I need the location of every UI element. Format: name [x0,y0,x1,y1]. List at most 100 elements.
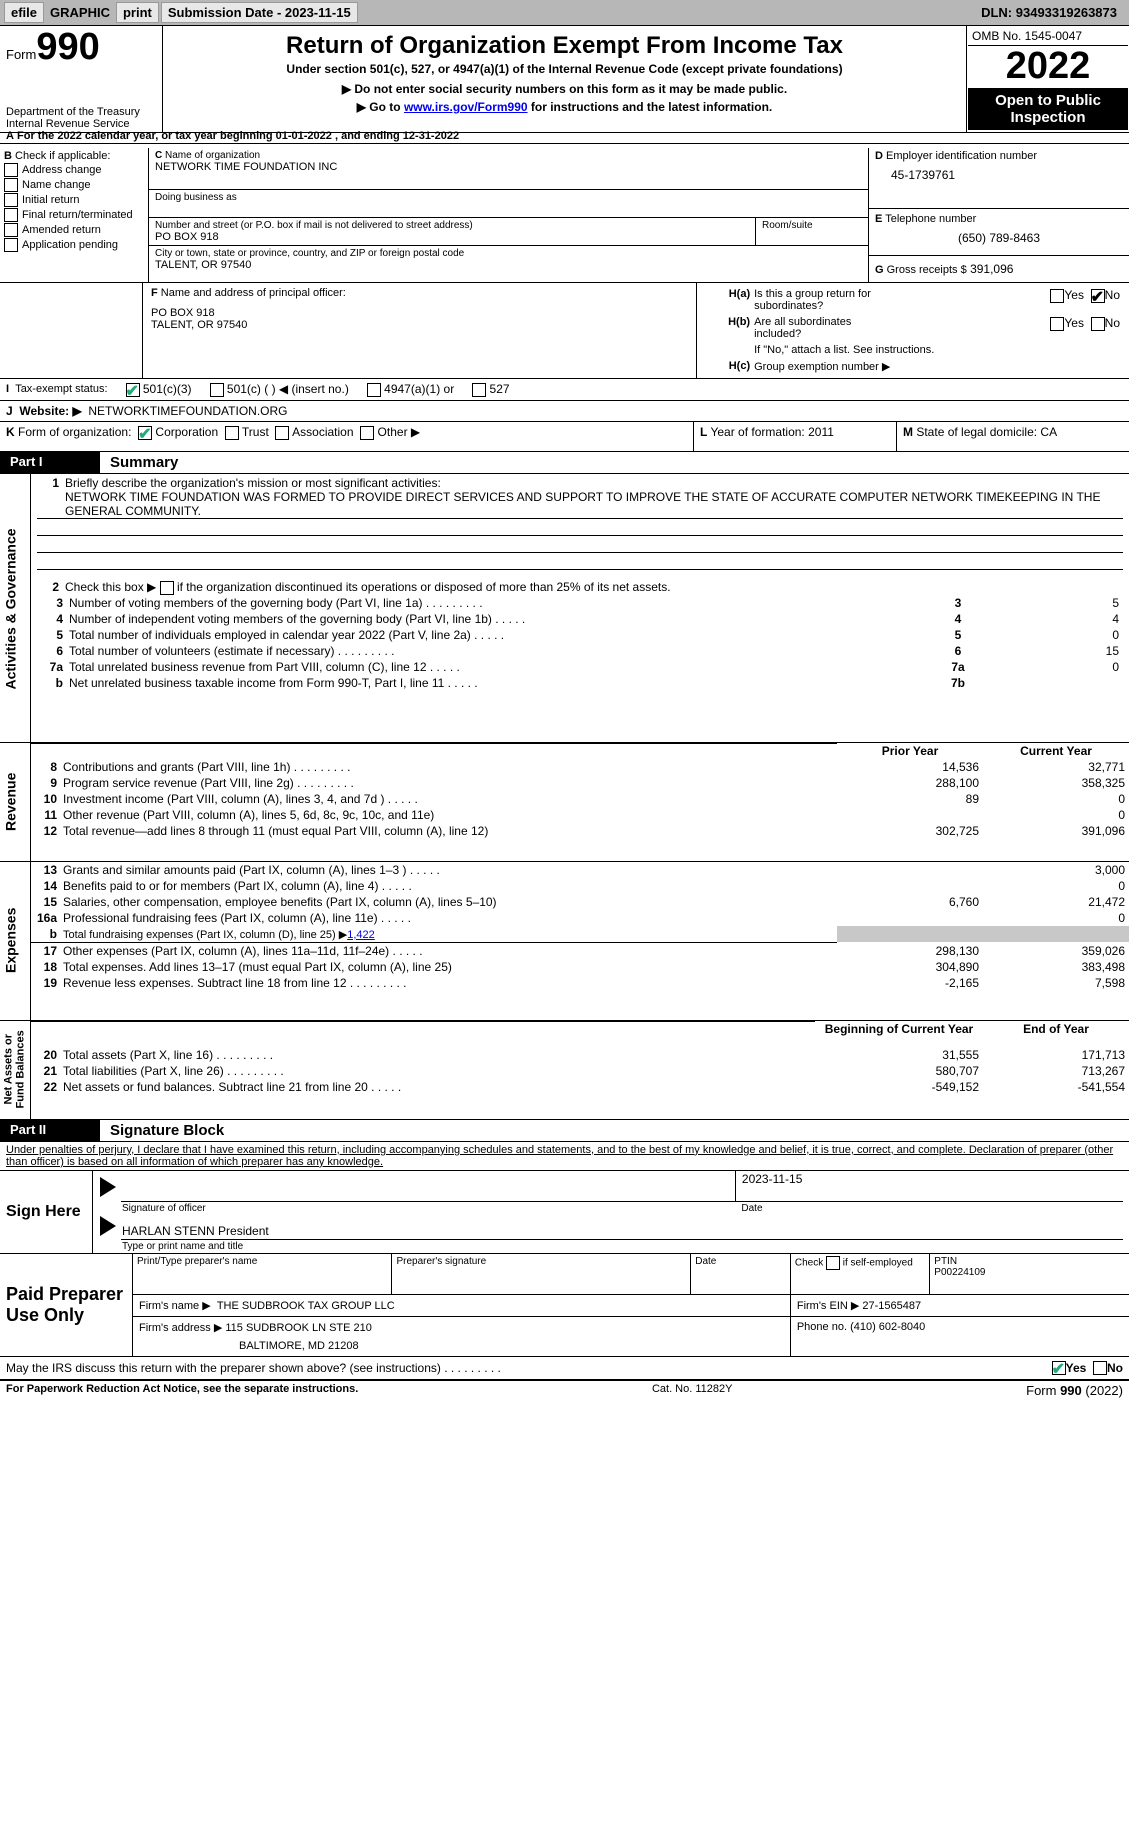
value-5: 0 [977,627,1123,643]
form-number-block: Form990 [6,28,156,66]
firm-phone: (410) 602-8040 [850,1321,925,1333]
hc-label: Group exemption number ▶ [753,359,1121,374]
sig-date-value: 2023-11-15 [742,1172,803,1186]
current-11: 0 [983,807,1129,823]
value-6: 15 [977,643,1123,659]
ein-value: 45-1739761 [875,162,1123,182]
cb-trust[interactable] [225,426,239,440]
dba-label: Doing business as [155,192,862,203]
officer-type-label: Type or print name and title [121,1240,1123,1254]
cb-501c3[interactable] [126,383,140,397]
form990-link[interactable]: www.irs.gov/Form990 [404,100,528,114]
toolbar: efile GRAPHIC print Submission Date - 20… [0,0,1129,26]
prior-16a [837,910,983,926]
prep-sig-label: Preparer's signature [392,1254,691,1295]
firm-ein: 27-1565487 [862,1300,921,1312]
part2-bar: Part II [0,1120,100,1141]
cb-amended[interactable] [4,223,18,237]
cb-self-employed[interactable] [826,1256,840,1270]
cb-hb-no[interactable] [1091,317,1105,331]
cb-name-change[interactable] [4,178,18,192]
cb-initial-return[interactable] [4,193,18,207]
cb-corporation[interactable] [138,426,152,440]
current-16a: 0 [983,910,1129,926]
cb-association[interactable] [275,426,289,440]
cb-application-pending[interactable] [4,238,18,252]
may-irs-text: May the IRS discuss this return with the… [6,1361,501,1375]
room-label: Room/suite [762,220,862,231]
officer-addr-1: PO BOX 918 [151,307,688,319]
street-value: PO BOX 918 [155,231,749,243]
cb-ha-no[interactable] [1091,289,1105,303]
prior-12: 302,725 [837,823,983,839]
state-domicile: CA [1040,425,1057,439]
cb-final-return[interactable] [4,208,18,222]
section-b: B Check if applicable: Address change Na… [0,148,149,282]
part1-bar: Part I [0,452,100,473]
form-title: Return of Organization Exempt From Incom… [167,32,962,60]
prior-15: 6,760 [837,894,983,910]
prior-18: 304,890 [837,959,983,975]
prep-date-label: Date [691,1254,791,1295]
prep-name-label: Print/Type preparer's name [133,1254,392,1295]
website-value: NETWORKTIMEFOUNDATION.ORG [88,404,287,418]
current-10: 0 [983,791,1129,807]
part1-title: Summary [100,452,188,473]
cb-527[interactable] [472,383,486,397]
prior-14 [837,878,983,894]
current-19: 7,598 [983,975,1129,991]
year-formation: 2011 [808,425,834,439]
prior-9: 288,100 [837,775,983,791]
gross-receipts-value: 391,096 [970,262,1013,276]
current-18: 383,498 [983,959,1129,975]
current-12: 391,096 [983,823,1129,839]
arrow-icon [100,1177,116,1197]
tax-year: 2022 [1006,45,1091,87]
prior-16b-gray [837,926,983,943]
current-14: 0 [983,878,1129,894]
dln-label: DLN: 93493319263873 [981,5,1125,20]
col-end-year: End of Year [983,1021,1129,1037]
cb-4947a1[interactable] [367,383,381,397]
sign-here-label: Sign Here [6,1203,86,1221]
open-public-label: Open to Public Inspection [968,88,1128,130]
form-subtitle-3: ▶ Go to www.irs.gov/Form990 for instruct… [167,100,962,114]
end-22: -541,554 [983,1079,1129,1095]
line-a: A For the 2022 calendar year, or tax yea… [0,129,1129,144]
cb-501c-other[interactable] [210,383,224,397]
dba-value [155,203,862,215]
arrow-icon [100,1216,116,1236]
value-7a: 0 [977,659,1123,675]
form-subtitle-2: ▶ Do not enter social security numbers o… [167,82,962,96]
value-4: 4 [977,611,1123,627]
value-7b [977,675,1123,691]
cb-address-change[interactable] [4,163,18,177]
vert-expenses: Expenses [0,861,31,1020]
prior-17: 298,130 [837,942,983,959]
current-9: 358,325 [983,775,1129,791]
cb-line2[interactable] [160,581,174,595]
footer: For Paperwork Reduction Act Notice, see … [0,1380,1129,1400]
cb-hb-yes[interactable] [1050,317,1064,331]
perjury-declaration: Under penalties of perjury, I declare th… [0,1142,1129,1170]
cb-irs-no[interactable] [1093,1361,1107,1375]
firm-name: THE SUDBROOK TAX GROUP LLC [217,1300,395,1312]
paid-preparer-label: Paid Preparer Use Only [6,1284,126,1327]
begin-21: 580,707 [815,1063,983,1079]
value-3: 5 [977,595,1123,611]
sig-officer-label: Signature of officer [121,1201,735,1215]
col-current-year: Current Year [983,743,1129,759]
fundraising-link[interactable]: 1,422 [347,929,375,941]
cb-irs-yes[interactable] [1052,1361,1066,1375]
col-prior-year: Prior Year [837,743,983,759]
cb-ha-yes[interactable] [1050,289,1064,303]
vert-net-assets: Net Assets or Fund Balances [0,1020,31,1119]
efile-button[interactable]: efile [4,2,44,23]
print-button[interactable]: print [116,2,159,23]
firm-addr1: 115 SUDBROOK LN STE 210 [225,1322,372,1334]
omb-label: OMB No. 1545-0047 [968,27,1128,46]
cb-other-org[interactable] [360,426,374,440]
end-21: 713,267 [983,1063,1129,1079]
current-8: 32,771 [983,759,1129,775]
prior-13 [837,862,983,878]
